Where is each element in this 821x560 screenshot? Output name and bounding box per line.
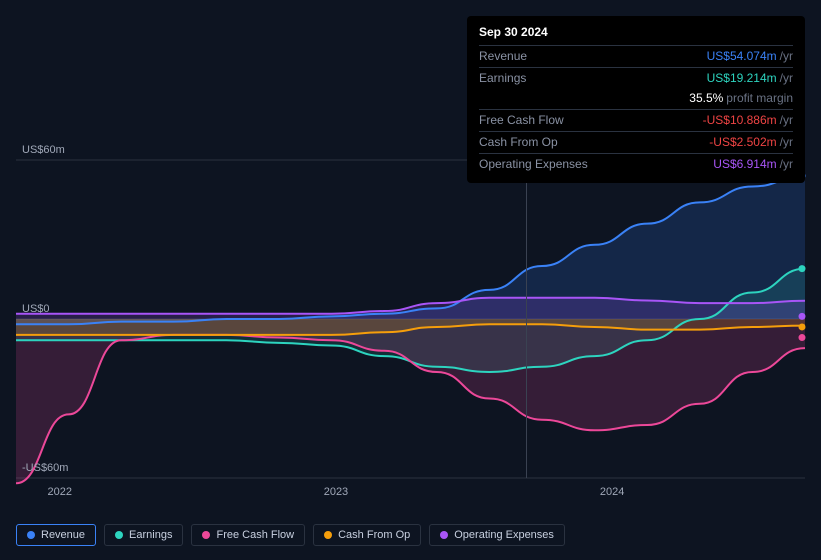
legend-item-label: Cash From Op bbox=[338, 529, 410, 541]
legend-item-earnings[interactable]: Earnings bbox=[104, 524, 183, 546]
legend-item-operating-expenses[interactable]: Operating Expenses bbox=[429, 524, 565, 546]
tooltip-row-value: 35.5% bbox=[689, 91, 723, 105]
legend-item-label: Free Cash Flow bbox=[216, 529, 294, 541]
tooltip-row: EarningsUS$19.214m/yr bbox=[479, 67, 793, 89]
legend-item-label: Earnings bbox=[129, 529, 172, 541]
tooltip-row-value: US$54.074m bbox=[707, 49, 777, 63]
tooltip-row: RevenueUS$54.074m/yr bbox=[479, 45, 793, 67]
financial-chart: US$60m US$0 -US$60m 2022 2023 2024 Sep 30 20… bbox=[0, 0, 821, 560]
legend-dot-icon bbox=[324, 531, 332, 539]
legend-item-label: Revenue bbox=[41, 529, 85, 541]
tooltip-row: Operating ExpensesUS$6.914m/yr bbox=[479, 153, 793, 175]
legend-item-revenue[interactable]: Revenue bbox=[16, 524, 96, 546]
tooltip-row-label: Earnings bbox=[479, 70, 707, 87]
tooltip-row-label bbox=[479, 90, 689, 107]
legend-item-label: Operating Expenses bbox=[454, 529, 554, 541]
tooltip-row: 35.5%profit margin bbox=[479, 88, 793, 109]
tooltip-row-label: Revenue bbox=[479, 48, 707, 65]
chart-legend: Revenue Earnings Free Cash Flow Cash From O… bbox=[16, 524, 565, 546]
legend-dot-icon bbox=[202, 531, 210, 539]
tooltip-row-value: -US$2.502m bbox=[709, 135, 776, 149]
tooltip-row-unit: /yr bbox=[780, 113, 793, 127]
y-tick-label: US$0 bbox=[22, 303, 50, 315]
x-tick-label: 2022 bbox=[48, 486, 72, 498]
tooltip-row-unit: /yr bbox=[780, 157, 793, 171]
legend-dot-icon bbox=[27, 531, 35, 539]
x-tick-label: 2023 bbox=[324, 486, 348, 498]
tooltip-row-unit: /yr bbox=[780, 49, 793, 63]
legend-item-free-cash-flow[interactable]: Free Cash Flow bbox=[191, 524, 305, 546]
x-tick-label: 2024 bbox=[600, 486, 624, 498]
tooltip-row-value: US$19.214m bbox=[707, 71, 777, 85]
y-tick-label: -US$60m bbox=[22, 462, 68, 474]
tooltip-row: Free Cash Flow-US$10.886m/yr bbox=[479, 109, 793, 131]
legend-dot-icon bbox=[440, 531, 448, 539]
tooltip-date: Sep 30 2024 bbox=[479, 24, 793, 41]
tooltip-row-label: Cash From Op bbox=[479, 134, 709, 151]
marker-vertical-line bbox=[526, 160, 527, 478]
legend-dot-icon bbox=[115, 531, 123, 539]
tooltip-row-value: -US$10.886m bbox=[703, 113, 777, 127]
tooltip-row-unit: /yr bbox=[780, 135, 793, 149]
tooltip-row-label: Free Cash Flow bbox=[479, 112, 703, 129]
tooltip-row-unit: profit margin bbox=[726, 91, 793, 105]
legend-item-cash-from-op[interactable]: Cash From Op bbox=[313, 524, 421, 546]
tooltip-row: Cash From Op-US$2.502m/yr bbox=[479, 131, 793, 153]
chart-tooltip: Sep 30 2024 RevenueUS$54.074m/yrEarnings… bbox=[467, 16, 805, 183]
tooltip-row-label: Operating Expenses bbox=[479, 156, 713, 173]
tooltip-row-unit: /yr bbox=[780, 71, 793, 85]
tooltip-row-value: US$6.914m bbox=[713, 157, 776, 171]
y-tick-label: US$60m bbox=[22, 144, 65, 156]
